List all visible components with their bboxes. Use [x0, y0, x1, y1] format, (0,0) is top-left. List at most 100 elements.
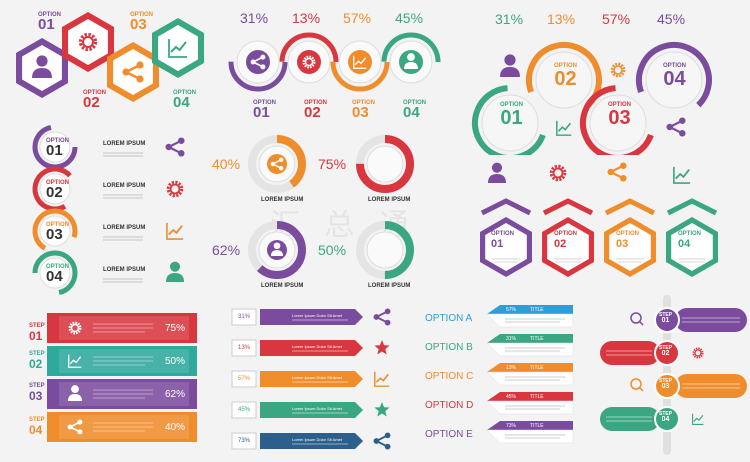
ring-pct: 13% — [292, 10, 321, 26]
badge-option: OPTION 01 — [491, 231, 515, 250]
option-tab — [487, 305, 573, 314]
ribbon-pct: 45% — [238, 407, 251, 413]
bubble-pct: 31% — [495, 11, 524, 27]
option-pct: 45% — [506, 394, 517, 400]
timeline-step: STEP 04 — [659, 411, 673, 423]
step-pct: 50% — [165, 356, 186, 367]
badge-chevron — [604, 198, 656, 216]
share-icon — [270, 157, 284, 171]
bubble-disc — [535, 51, 593, 109]
ribbon-pct: 13% — [238, 345, 251, 351]
search-icon — [630, 378, 644, 392]
share-icon — [666, 117, 686, 137]
bubble-arc — [580, 85, 656, 155]
circle-option: OPTION 01 — [46, 138, 70, 159]
option-list-graphic — [486, 305, 574, 444]
person-icon — [500, 54, 520, 77]
ring-arc — [381, 32, 441, 92]
circle-list-graphic — [32, 125, 185, 296]
circle-list-disc — [39, 257, 71, 289]
step-pct: 75% — [165, 323, 186, 334]
badge-chevron — [542, 198, 594, 216]
hex-opt-text: OPTION — [130, 12, 154, 18]
circle-option: OPTION 02 — [46, 180, 70, 201]
share-icon — [165, 137, 185, 157]
circle-list-disc — [39, 173, 71, 205]
option-body — [486, 313, 574, 328]
bubble-disc — [589, 94, 647, 152]
donut-label: LOREM IPSUM — [368, 283, 411, 289]
option-title: TITLE — [530, 336, 544, 342]
hex-inner — [68, 19, 108, 65]
chart-icon — [166, 222, 184, 240]
bubble-pct: 13% — [547, 11, 576, 27]
hex-num: 01 — [38, 16, 55, 33]
circle-list-label: LOREM IPSUM — [103, 183, 146, 189]
ring-option: OPTION 02 — [304, 100, 328, 121]
hex-option-label-3: OPTION 03 — [130, 12, 153, 32]
hex-option-label-4: OPTION 04 — [173, 90, 196, 110]
circle-list-label: LOREM IPSUM — [103, 225, 146, 231]
badge-chevron — [666, 198, 718, 216]
option-body — [486, 371, 574, 386]
ring-arc — [279, 32, 339, 92]
ribbon-band — [260, 402, 363, 418]
gear-icon — [68, 321, 82, 335]
ribbon-text: Lorem Ipsum Dolor Sit Amet — [292, 437, 343, 442]
donut-center — [366, 145, 404, 183]
option-title: TITLE — [530, 394, 544, 400]
circle-list: OPTION 01 OPTION 02 OPTION 03 OPTION 04 LORE… — [25, 125, 200, 300]
ribbon-pct-box — [231, 339, 257, 357]
option-pct: 13% — [506, 365, 517, 371]
donut-label: LOREM IPSUM — [261, 197, 304, 203]
option-label: OPTION B — [425, 342, 473, 353]
share-icon — [607, 162, 627, 182]
timeline: STEP 01 STEP 02 STEP 03 STEP 04 — [600, 290, 750, 460]
bubble-group: 31% 13% 57% 45% OPTION 01 OPTION 02 OPTION… — [470, 5, 750, 155]
share-icon — [122, 61, 144, 83]
hex-option-label-2: OPTION 02 — [83, 90, 106, 110]
ribbon-band — [260, 433, 363, 449]
person-icon — [271, 242, 283, 256]
option-body — [486, 342, 574, 357]
ring-dot — [297, 50, 321, 74]
option-pct: 73% — [506, 423, 517, 429]
search-icon — [630, 312, 644, 326]
option-title: TITLE — [530, 365, 544, 371]
star-icon — [374, 402, 390, 417]
timeline-step: STEP 01 — [659, 312, 673, 324]
ribbon-band — [260, 371, 363, 387]
option-tab — [487, 421, 573, 430]
ring-option: OPTION 03 — [352, 100, 376, 121]
hex-opt-text: OPTION — [83, 90, 107, 96]
ring-pct: 57% — [343, 10, 372, 26]
timeline-step: STEP 03 — [659, 378, 673, 390]
chart-icon — [68, 354, 82, 368]
ribbon-text: Lorem Ipsum Dolor Sit Amet — [292, 313, 343, 318]
person-icon — [166, 261, 184, 282]
ring-row: 31% 13% 57% 45% OPTION 01 OPTION 02 OPTION… — [225, 8, 445, 123]
step-label: STEP 01 — [29, 323, 45, 343]
hex-inner — [113, 49, 153, 95]
ring-arc — [330, 32, 390, 92]
person-icon — [32, 55, 52, 78]
timeline-node — [654, 307, 680, 333]
step-label: STEP 02 — [29, 351, 45, 371]
badge-option: OPTION 04 — [678, 231, 702, 250]
donut-value — [356, 135, 414, 193]
circle-option: OPTION 03 — [46, 222, 70, 243]
ribbon-pct-box — [231, 308, 257, 326]
option-title: TITLE — [530, 423, 544, 429]
circle-option: OPTION 04 — [46, 264, 70, 285]
hex-option-label-1: OPTION 01 — [38, 12, 61, 32]
option-tab — [487, 392, 573, 401]
donut-value — [248, 221, 306, 279]
timeline-graphic — [600, 295, 747, 455]
chart-icon — [692, 413, 704, 425]
donut-graphic — [248, 135, 414, 279]
donut-pct: 50% — [318, 242, 347, 258]
steps-block: STEP 01 STEP 02 STEP 03 STEP 04 75% 50% 62% … — [25, 305, 200, 455]
hex-opt-text: OPTION — [173, 90, 197, 96]
share-icon — [250, 54, 266, 70]
chart-icon — [353, 55, 367, 69]
